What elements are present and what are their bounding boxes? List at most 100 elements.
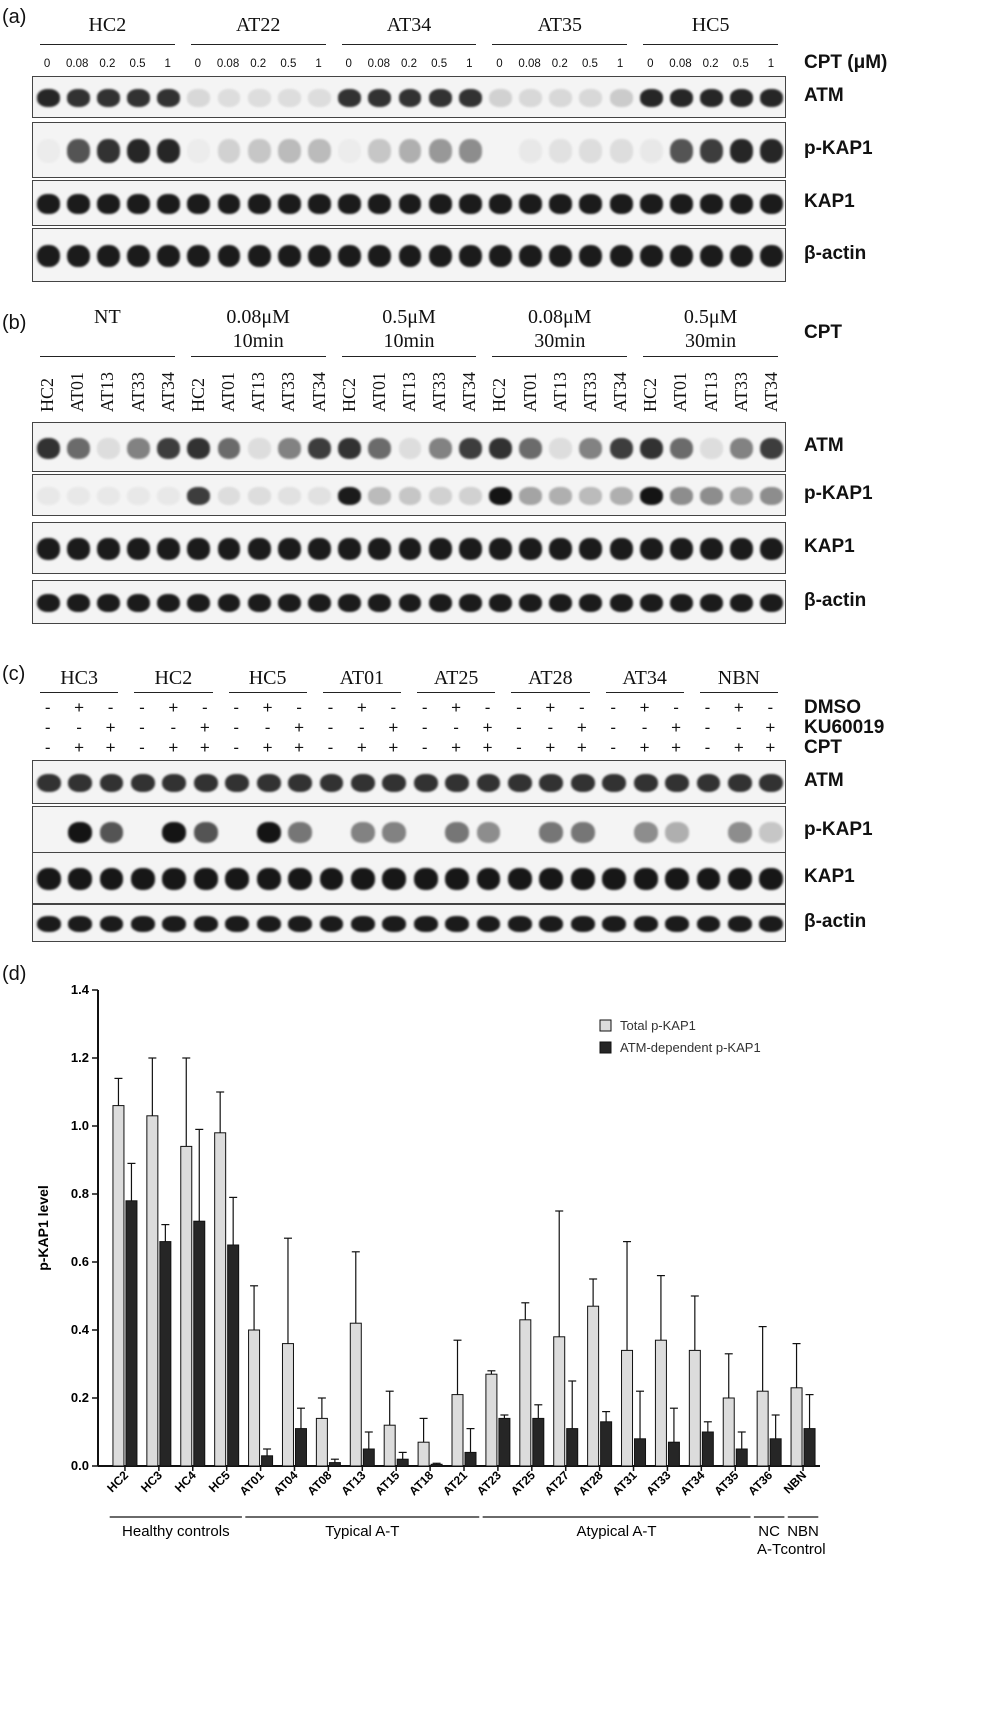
panel-a-band — [669, 244, 693, 268]
treatment-mark: - — [453, 718, 459, 737]
treatment-mark: + — [105, 718, 116, 737]
panel-b-band — [66, 593, 90, 613]
panel-a-band — [489, 194, 512, 214]
blot-row — [32, 522, 786, 574]
panel-a-band — [579, 244, 603, 268]
panel-b-band — [36, 437, 60, 459]
group-label-line1: 0.5μM — [382, 306, 436, 328]
panel-c-band — [570, 916, 595, 932]
panel-a-band — [217, 89, 241, 107]
y-axis-label: p-KAP1 level — [35, 1185, 51, 1271]
treatment-mark: + — [74, 698, 85, 717]
treatment-mark: - — [44, 738, 51, 757]
concentration-label: 0 — [496, 58, 503, 70]
lane-label: AT01 — [368, 372, 389, 412]
treatment-mark: + — [199, 718, 210, 737]
blot-row — [32, 422, 786, 472]
treatment-mark: - — [641, 718, 648, 737]
bar-total — [281, 1343, 294, 1467]
panel-b-band — [700, 487, 724, 505]
row-label: β-actin — [804, 243, 867, 264]
bar-total — [621, 1349, 634, 1467]
panel-c-band — [319, 916, 344, 932]
panel-a-band — [579, 139, 603, 163]
panel-c-band — [539, 773, 564, 793]
panel-b-band — [338, 593, 362, 613]
panel-b-band — [639, 593, 663, 613]
panel-b-band — [579, 593, 603, 613]
panel-c-band — [476, 773, 501, 793]
lane-label: AT34 — [610, 372, 631, 412]
bar-total — [519, 1319, 532, 1467]
y-tick-label: 0.8 — [71, 1186, 89, 1201]
panel-b-band — [66, 437, 90, 459]
lane-label: AT33 — [278, 372, 299, 412]
bar-atm-dependent — [498, 1417, 511, 1467]
panel-c-band — [193, 821, 218, 843]
panel-b-band — [338, 487, 362, 505]
panel-c-band — [99, 916, 124, 932]
x-tick-label: NBN — [781, 1468, 809, 1496]
panel-b-band — [127, 593, 150, 613]
treatment-mark: + — [168, 698, 179, 717]
panel-c-band — [727, 868, 752, 890]
panel-c-band — [382, 868, 407, 890]
row-label: KAP1 — [804, 191, 855, 212]
panel-a-band — [217, 244, 241, 268]
panel-b-band — [579, 437, 603, 459]
group-label-line2: 30min — [534, 330, 586, 352]
panel-a-band — [669, 89, 693, 107]
concentration-label: 0.08 — [216, 58, 240, 70]
legend-label: Total p-KAP1 — [620, 1018, 696, 1033]
panel-b-band — [187, 437, 211, 459]
lane-label: AT01 — [218, 372, 239, 412]
row-label: ATM — [804, 435, 844, 456]
panel-b-band — [489, 593, 512, 613]
bar-atm-dependent — [769, 1438, 782, 1467]
panel-a-band — [609, 139, 633, 163]
panel-b-band — [338, 538, 362, 560]
panel-c-band — [727, 821, 752, 843]
bar-total — [756, 1390, 769, 1467]
lane-label: AT33 — [730, 372, 751, 412]
group-label: HC2 — [154, 667, 193, 689]
concentration-label: 0.08 — [518, 58, 541, 70]
panel-a-band — [639, 194, 663, 214]
panel-c-band — [162, 773, 187, 793]
treatment-mark: + — [639, 698, 650, 717]
treatment-mark: - — [170, 718, 177, 737]
panel-b-band — [338, 437, 362, 459]
panel-b-band — [66, 538, 90, 560]
treatment-mark: - — [421, 698, 428, 717]
group-underline — [40, 692, 119, 693]
panel-a-band — [37, 139, 60, 163]
treatment-mark: - — [736, 718, 742, 737]
panel-a-band — [700, 139, 724, 163]
lane-label: AT33 — [579, 372, 600, 412]
treatment-mark: - — [704, 698, 711, 717]
treatment-mark: - — [704, 718, 711, 737]
panel-a-band — [428, 89, 452, 107]
group-label: AT22 — [235, 14, 281, 36]
panel-a-band — [609, 89, 633, 107]
panel-b-band — [549, 437, 573, 459]
panel-c-band — [256, 868, 281, 890]
panel-b-band — [519, 538, 543, 560]
panel-b-band — [549, 487, 573, 505]
panel-b-band — [187, 593, 211, 613]
panel-c-band — [633, 868, 658, 890]
bar-atm-dependent — [396, 1458, 409, 1467]
lane-label: AT13 — [549, 372, 570, 412]
panel-c-band — [36, 773, 61, 793]
panel-a-band — [338, 89, 362, 107]
treatment-mark: + — [639, 738, 650, 757]
panel-b-band — [308, 437, 331, 459]
panel-a-band — [277, 139, 301, 163]
panel-b-band — [157, 487, 181, 505]
panel-c-band — [476, 868, 501, 890]
row-label: β-actin — [804, 911, 867, 932]
panel-b-band — [579, 487, 603, 505]
treatment-mark: - — [767, 698, 774, 717]
panel-b-band — [277, 437, 301, 459]
x-tick-label: AT31 — [610, 1468, 640, 1498]
